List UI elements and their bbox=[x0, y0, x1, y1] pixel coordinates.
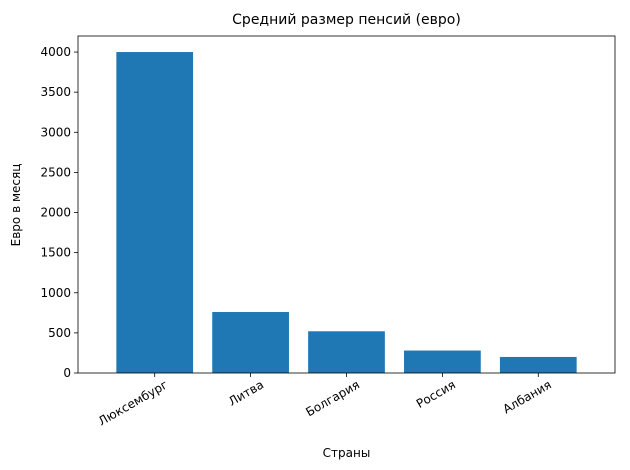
y-tick-label: 4000 bbox=[40, 45, 71, 59]
y-tick-label: 3000 bbox=[40, 125, 71, 139]
y-tick-label: 2000 bbox=[40, 206, 71, 220]
bar-2 bbox=[308, 331, 385, 373]
y-tick-label: 0 bbox=[63, 366, 71, 380]
bar-1 bbox=[212, 312, 289, 373]
y-tick-label: 1500 bbox=[40, 246, 71, 260]
y-tick-label: 1000 bbox=[40, 286, 71, 300]
y-axis: 0 500 1000 1500 2000 2500 3000 3500 4000 bbox=[40, 45, 78, 380]
bar-0 bbox=[116, 52, 194, 374]
y-tick-label: 2500 bbox=[40, 165, 71, 179]
x-tick-label: Болгария bbox=[303, 377, 362, 419]
x-tick-label: Албания bbox=[500, 377, 553, 416]
y-axis-title: Евро в месяц bbox=[9, 164, 23, 247]
x-axis: Люксембург Литва Болгария Россия Албания bbox=[96, 373, 554, 429]
plot-frame bbox=[77, 35, 616, 374]
bar-4 bbox=[499, 356, 577, 373]
x-axis-title: Страны bbox=[323, 446, 371, 460]
x-tick-label: Россия bbox=[414, 377, 458, 411]
y-tick-label: 500 bbox=[48, 326, 71, 340]
x-tick-label: Литва bbox=[226, 377, 266, 408]
x-tick-label: Люксембург bbox=[96, 377, 170, 428]
chart-title: Средний размер пенсий (евро) bbox=[232, 12, 461, 28]
bars-group bbox=[116, 52, 577, 374]
y-tick-label: 3500 bbox=[40, 85, 71, 99]
bar-3 bbox=[404, 350, 481, 373]
